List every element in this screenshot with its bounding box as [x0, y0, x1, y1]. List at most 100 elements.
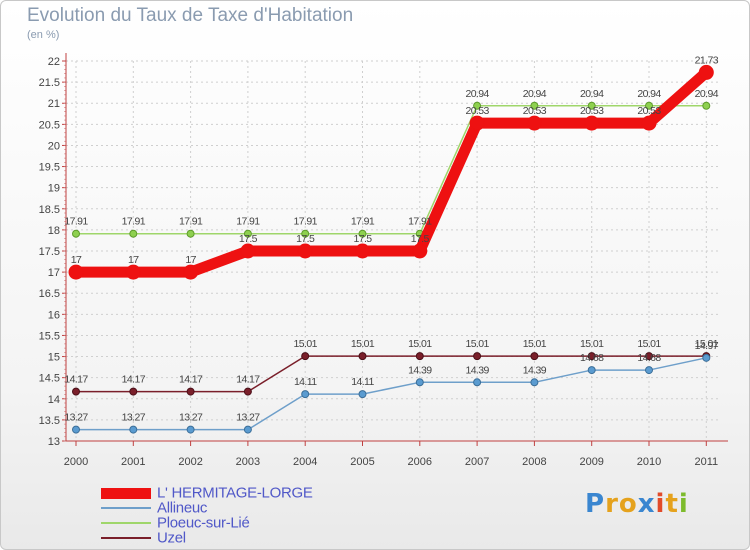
data-label: 17: [128, 254, 139, 266]
data-label: 15.01: [294, 338, 318, 350]
legend-label: Allineuc: [157, 499, 208, 517]
y-tick-label: 22: [48, 56, 60, 68]
y-tick-label: 18: [48, 225, 60, 237]
logo-letter: r: [605, 489, 619, 519]
data-label: 14.17: [122, 374, 146, 386]
data-point: [473, 352, 482, 361]
data-label: 15.01: [465, 338, 489, 350]
data-label: 20.53: [465, 105, 489, 117]
x-tick-label: 2004: [293, 456, 317, 468]
data-point: [297, 243, 313, 259]
data-label: 17.5: [353, 233, 372, 245]
data-point: [702, 353, 711, 362]
series-line-2: [76, 105, 707, 235]
data-point: [698, 64, 714, 80]
logo-letter: i: [678, 489, 689, 519]
data-point: [530, 352, 539, 361]
legend-item: Ploeuc-sur-Lié: [101, 514, 313, 532]
data-label: 13.27: [179, 412, 203, 424]
data-label: 17.91: [236, 216, 260, 228]
data-label: 20.94: [695, 88, 719, 100]
data-point: [645, 352, 653, 361]
data-point: [358, 390, 367, 399]
data-point: [526, 115, 542, 131]
y-tick-label: 17.5: [39, 246, 60, 258]
data-point: [301, 390, 310, 399]
data-point: [72, 425, 80, 434]
data-point: [301, 229, 310, 238]
legend-label: Uzel: [157, 529, 186, 547]
data-label: 17.5: [239, 233, 258, 245]
x-tick-label: 2006: [408, 456, 432, 468]
data-point: [186, 229, 195, 238]
data-point: [72, 229, 80, 238]
series-line-0: [76, 68, 710, 278]
legend-swatch: [101, 507, 151, 510]
logo-letter: t: [665, 489, 679, 519]
data-point: [186, 387, 195, 396]
legend-label: L' HERMITAGE-LORGE: [157, 484, 313, 502]
data-point: [243, 229, 252, 238]
data-label: 20.53: [637, 105, 661, 117]
data-point: [183, 264, 199, 280]
data-point: [473, 378, 482, 387]
y-tick-label: 16.5: [39, 288, 60, 300]
legend-item: Allineuc: [101, 499, 313, 517]
series-line-3: [76, 355, 707, 393]
y-tick-label: 13.5: [39, 415, 60, 427]
legend-label: Ploeuc-sur-Lié: [157, 514, 250, 532]
data-label: 15.01: [637, 338, 661, 350]
data-label: 14.39: [408, 364, 432, 376]
data-label: 17.91: [408, 216, 432, 228]
x-tick-label: 2003: [236, 456, 260, 468]
data-label: 17.91: [351, 216, 375, 228]
data-label: 14.17: [64, 374, 88, 386]
x-tick-label: 2000: [64, 456, 88, 468]
data-point: [68, 264, 84, 280]
data-point: [587, 352, 596, 361]
data-label: 14.68: [637, 352, 661, 364]
data-label: 14.17: [179, 374, 203, 386]
chart-title: Evolution du Taux de Taxe d'Habitation: [27, 5, 354, 26]
chart-legend: L' HERMITAGE-LORGE Allineuc Ploeuc-sur-Lié…: [101, 484, 313, 547]
data-label: 14.17: [236, 374, 260, 386]
data-label: 13.27: [64, 412, 88, 424]
data-label: 15.01: [408, 338, 432, 350]
data-point: [355, 243, 370, 259]
data-point: [702, 101, 711, 110]
legend-item: Uzel: [101, 529, 313, 547]
data-label: 17: [71, 254, 82, 266]
y-tick-label: 15: [48, 352, 60, 364]
data-label: 20.53: [580, 105, 604, 117]
data-label: 21.73: [695, 54, 719, 66]
data-point: [129, 229, 138, 238]
data-label: 14.97: [695, 340, 719, 352]
data-label: 15.01: [580, 338, 604, 350]
data-point: [415, 352, 424, 361]
logo-letter: i: [655, 489, 666, 519]
data-label: 20.94: [465, 88, 489, 100]
y-tick-label: 15.5: [39, 330, 60, 342]
data-point: [186, 425, 195, 434]
data-label: 13.27: [122, 412, 146, 424]
y-tick-label: 19: [48, 183, 60, 195]
x-tick-label: 2005: [350, 456, 374, 468]
data-label: 17.5: [296, 233, 315, 245]
data-point: [584, 115, 600, 131]
data-point: [72, 387, 80, 396]
y-tick-label: 14.5: [39, 373, 60, 385]
y-tick-label: 14: [48, 394, 60, 406]
data-point: [129, 387, 138, 396]
data-label: 17: [185, 254, 196, 266]
x-tick-label: 2009: [579, 456, 603, 468]
legend-swatch: [101, 522, 151, 525]
data-label: 14.39: [523, 364, 547, 376]
y-tick-label: 21.5: [39, 77, 60, 89]
data-point: [243, 425, 252, 434]
logo-letter: x: [637, 489, 656, 519]
proxiti-logo: Proxiti: [585, 489, 689, 519]
data-point: [645, 101, 653, 110]
data-point: [530, 101, 539, 110]
data-label: 15.01: [695, 338, 719, 350]
